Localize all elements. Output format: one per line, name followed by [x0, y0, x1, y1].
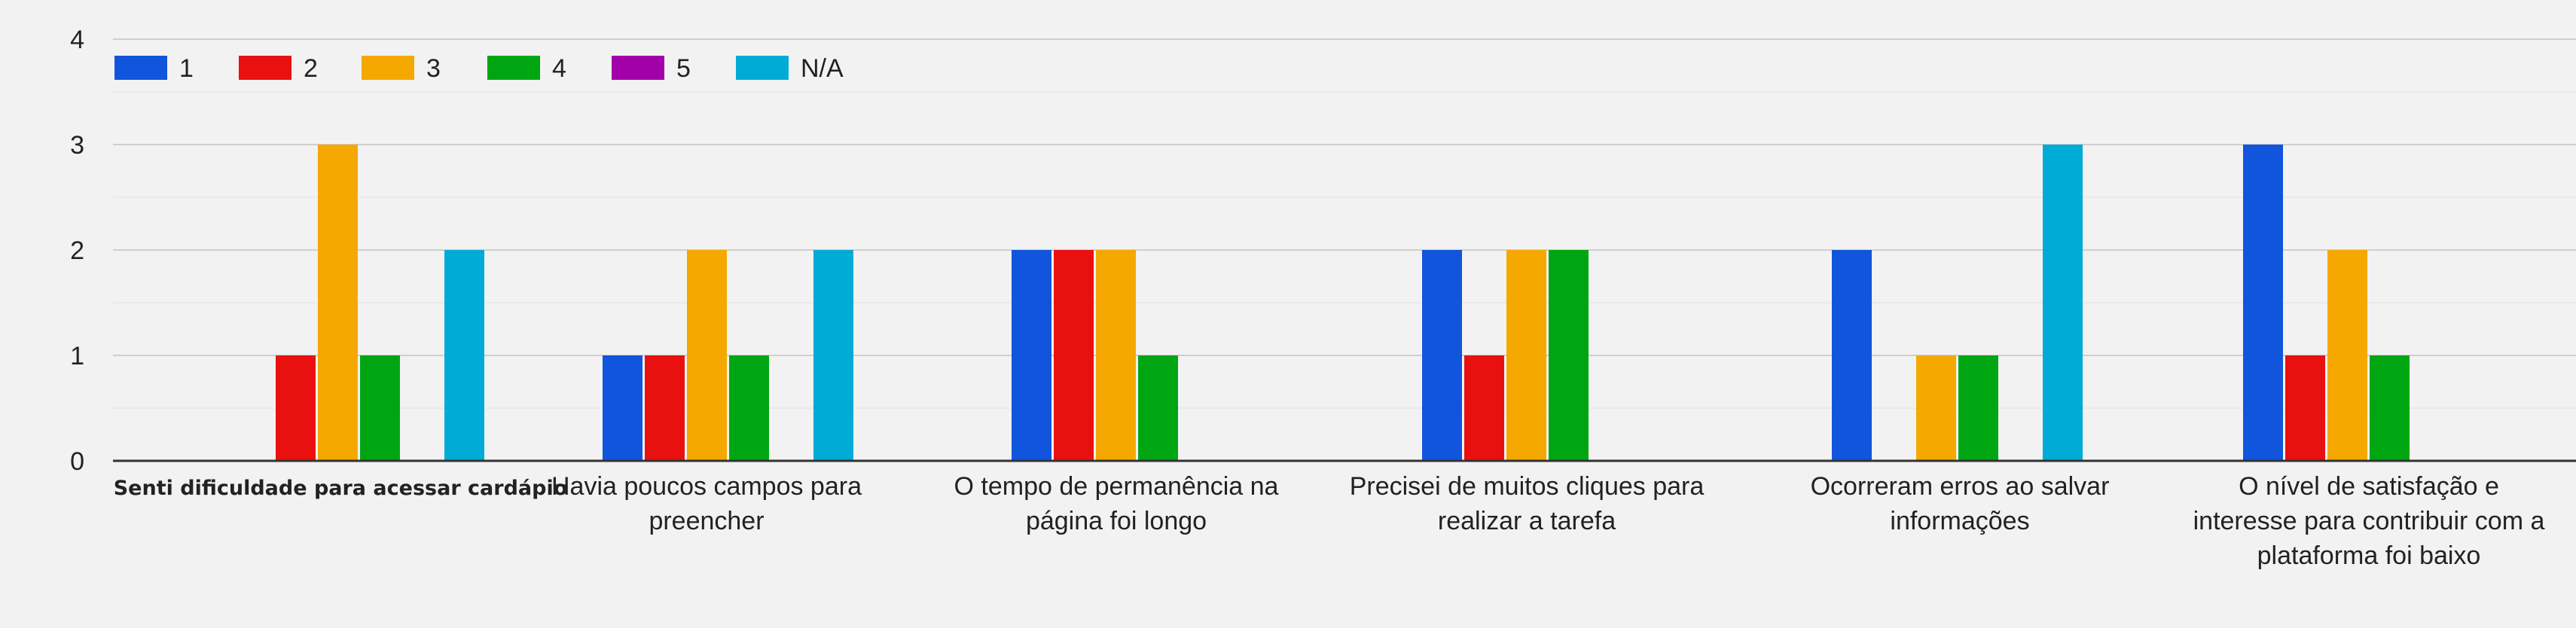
bar-series-1-cat-3 — [1012, 250, 1051, 461]
legend-swatch — [612, 56, 664, 80]
x-category-label-line: página foi longo — [1026, 507, 1207, 535]
bar-series-4-cat-2 — [729, 355, 769, 461]
x-category-label-line: interesse para contribuir com a — [2193, 507, 2545, 535]
x-category-label-line: Senti dificuldade para acessar cardápio — [114, 477, 568, 500]
x-category-label-line: informações — [1890, 507, 2029, 535]
legend-swatch — [487, 56, 540, 80]
y-tick-label: 0 — [70, 447, 84, 476]
legend-swatch — [114, 56, 167, 80]
bar-series-1-cat-6 — [2243, 145, 2283, 461]
legend-label: 3 — [426, 54, 441, 83]
legend-item-na[interactable]: N/A — [736, 54, 844, 83]
bar-series-3-cat-6 — [2327, 250, 2367, 461]
bar-series-3-cat-4 — [1506, 250, 1546, 461]
x-category-label-line: O nível de satisfação e — [2239, 472, 2499, 501]
x-category-label-line: Precisei de muitos cliques para — [1350, 472, 1705, 501]
x-category-label-line: realizar a tarefa — [1438, 507, 1616, 535]
y-tick-label: 4 — [70, 26, 84, 54]
y-tick-label: 1 — [70, 342, 84, 370]
legend-label: N/A — [801, 54, 844, 83]
legend-swatch — [362, 56, 414, 80]
bar-series-4-cat-5 — [1958, 355, 1998, 461]
bar-series-2-cat-3 — [1054, 250, 1094, 461]
x-category-label: Senti dificuldade para acessar cardápio — [114, 477, 568, 500]
legend-label: 2 — [304, 54, 318, 83]
bar-series-3-cat-5 — [1916, 355, 1956, 461]
x-category-label: O nível de satisfação e interesse para co… — [2193, 472, 2545, 570]
x-category-label: Ocorreram erros ao salvar informações — [1811, 472, 2110, 535]
x-category-label-line: Ocorreram erros ao salvar — [1811, 472, 2110, 501]
bar-series-4-cat-3 — [1138, 355, 1178, 461]
bar-series-1-cat-2 — [603, 355, 642, 461]
x-category-label-line: preencher — [649, 507, 764, 535]
x-category-label-line: O tempo de permanência na — [954, 472, 1279, 501]
bar-series-na-cat-5 — [2043, 145, 2083, 461]
y-tick-label: 2 — [70, 236, 84, 265]
bar-series-4-cat-6 — [2370, 355, 2410, 461]
legend-item-5[interactable]: 5 — [612, 54, 691, 83]
legend-item-1[interactable]: 1 — [114, 54, 194, 83]
bar-series-3-cat-2 — [687, 250, 727, 461]
legend-swatch — [736, 56, 789, 80]
bar-series-4-cat-4 — [1549, 250, 1589, 461]
bar-series-1-cat-4 — [1422, 250, 1462, 461]
y-tick-label: 3 — [70, 131, 84, 160]
x-category-label: Havia poucos campos para preencher — [551, 472, 862, 535]
bar-series-na-cat-2 — [813, 250, 853, 461]
legend-label: 5 — [676, 54, 691, 83]
legend-swatch — [239, 56, 291, 80]
legend-label: 1 — [179, 54, 194, 83]
x-category-label: Precisei de muitos cliques para realizar … — [1350, 472, 1705, 535]
legend-item-3[interactable]: 3 — [362, 54, 441, 83]
legend-item-2[interactable]: 2 — [239, 54, 318, 83]
legend-label: 4 — [552, 54, 566, 83]
x-category-label-line: plataforma foi baixo — [2257, 541, 2481, 570]
bar-series-na-cat-1 — [444, 250, 484, 461]
bar-series-1-cat-5 — [1832, 250, 1872, 461]
legend-item-4[interactable]: 4 — [487, 54, 566, 83]
x-category-label: O tempo de permanência na página foi long… — [954, 472, 1279, 535]
bar-series-2-cat-1 — [276, 355, 316, 461]
bar-series-2-cat-4 — [1464, 355, 1504, 461]
bar-series-2-cat-6 — [2285, 355, 2325, 461]
bar-series-3-cat-3 — [1096, 250, 1136, 461]
bar-series-3-cat-1 — [318, 145, 358, 461]
x-category-label-line: Havia poucos campos para — [551, 472, 862, 501]
bar-series-2-cat-2 — [645, 355, 685, 461]
bar-series-4-cat-1 — [360, 355, 400, 461]
